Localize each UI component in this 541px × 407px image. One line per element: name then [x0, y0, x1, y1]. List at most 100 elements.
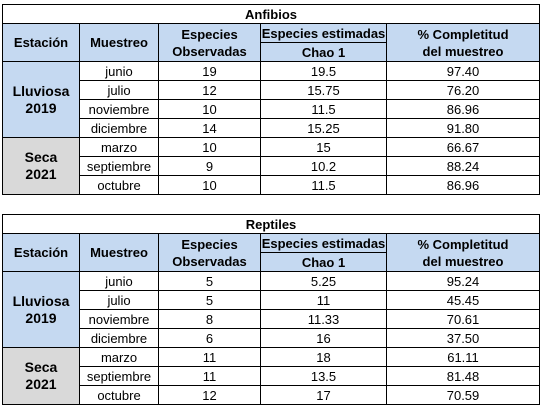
- cell-completitud: 76.20: [385, 80, 541, 100]
- header-muestreo: Muestreo: [79, 233, 159, 272]
- table-row: Lluviosa 2019 junio 5 5.25 95.24: [2, 271, 541, 348]
- cell-chao1: 11: [260, 290, 387, 310]
- reptiles-table: Reptiles Estación Muestreo Especies Obse…: [1, 214, 541, 405]
- table-title: Reptiles: [1, 214, 541, 234]
- cell-muestreo: julio: [79, 80, 159, 100]
- cell-completitud: 70.59: [385, 385, 541, 405]
- cell-muestreo: julio: [79, 290, 159, 310]
- header-completitud: % Completitud del muestreo: [385, 233, 541, 272]
- table-row: diciembre 14 15.25 91.80: [3, 118, 541, 138]
- cell-completitud: 70.61: [385, 309, 541, 329]
- table-row: octubre 10 11.5 86.96: [3, 175, 541, 195]
- cell-muestreo: octubre: [79, 385, 159, 405]
- group-label-line1: Seca: [24, 149, 58, 165]
- cell-muestreo: junio: [79, 271, 159, 291]
- cell-chao1: 15.25: [260, 118, 387, 138]
- header-muestreo: Muestreo: [79, 23, 159, 62]
- header-completitud-line1: % Completitud: [417, 26, 509, 42]
- table-row: Seca 2021 marzo 11 18 61.11: [2, 347, 541, 405]
- cell-completitud: 66.67: [385, 137, 541, 157]
- cell-observadas: 8: [158, 309, 261, 329]
- group-label-line1: Seca: [24, 359, 58, 375]
- cell-muestreo: noviembre: [79, 99, 159, 119]
- table-row: octubre 12 17 70.59: [3, 385, 541, 405]
- cell-observadas: 12: [158, 385, 261, 405]
- header-chao1: Chao 1: [260, 252, 387, 272]
- cell-chao1: 16: [260, 328, 387, 348]
- table-row: noviembre 8 11.33 70.61: [3, 309, 541, 329]
- header-especies-observadas-line2: Observadas: [172, 253, 247, 269]
- cell-completitud: 86.96: [385, 99, 541, 119]
- cell-completitud: 86.96: [385, 175, 541, 195]
- cell-observadas: 6: [158, 328, 261, 348]
- cell-muestreo: noviembre: [79, 309, 159, 329]
- header-estacion: Estación: [2, 233, 80, 272]
- header-estacion: Estación: [2, 23, 80, 62]
- cell-chao1: 10.2: [260, 156, 387, 176]
- cell-completitud: 45.45: [385, 290, 541, 310]
- cell-chao1: 17: [260, 385, 387, 405]
- table-row: diciembre 6 16 37.50: [3, 328, 541, 348]
- group-seca: Seca 2021: [2, 137, 80, 195]
- group-lluviosa: Lluviosa 2019: [2, 61, 80, 138]
- cell-chao1: 5.25: [260, 271, 387, 291]
- header-especies-observadas: Especies Observadas: [158, 233, 261, 272]
- cell-muestreo: marzo: [79, 137, 159, 157]
- table-row: noviembre 10 11.5 86.96: [3, 99, 541, 119]
- table-row: septiembre 11 13.5 81.48: [3, 366, 541, 386]
- cell-chao1: 11.5: [260, 175, 387, 195]
- cell-completitud: 97.40: [385, 61, 541, 81]
- cell-muestreo: octubre: [79, 175, 159, 195]
- anfibios-table: Anfibios Estación Muestreo Especies Obse…: [1, 4, 541, 195]
- cell-chao1: 15: [260, 137, 387, 157]
- header-chao1: Chao 1: [260, 42, 387, 62]
- cell-completitud: 88.24: [385, 156, 541, 176]
- cell-muestreo: septiembre: [79, 156, 159, 176]
- table-row: septiembre 9 10.2 88.24: [3, 156, 541, 176]
- cell-completitud: 95.24: [385, 271, 541, 291]
- cell-completitud: 91.80: [385, 118, 541, 138]
- cell-completitud: 37.50: [385, 328, 541, 348]
- cell-observadas: 5: [158, 290, 261, 310]
- group-label-line2: 2021: [25, 166, 57, 182]
- header-completitud-line1: % Completitud: [417, 236, 509, 252]
- header-especies-observadas-line1: Especies: [181, 26, 238, 42]
- cell-muestreo: junio: [79, 61, 159, 81]
- header-especies-observadas-line2: Observadas: [172, 43, 247, 59]
- cell-observadas: 12: [158, 80, 261, 100]
- cell-chao1: 11.33: [260, 309, 387, 329]
- header-especies-estimadas: Especies estimadas: [260, 233, 387, 253]
- cell-completitud: 61.11: [385, 347, 541, 367]
- cell-observadas: 10: [158, 175, 261, 195]
- cell-muestreo: septiembre: [79, 366, 159, 386]
- cell-observadas: 19: [158, 61, 261, 81]
- cell-muestreo: diciembre: [79, 328, 159, 348]
- table-title: Anfibios: [1, 4, 541, 24]
- group-label-line2: 2019: [25, 309, 57, 326]
- header-especies-observadas-line1: Especies: [181, 236, 238, 252]
- header-completitud: % Completitud del muestreo: [385, 23, 541, 62]
- table-row: Seca 2021 marzo 10 15 66.67: [2, 137, 541, 195]
- cell-observadas: 10: [158, 137, 261, 157]
- table-row: julio 12 15.75 76.20: [3, 80, 541, 100]
- cell-observadas: 14: [158, 118, 261, 138]
- group-label-line2: 2021: [25, 376, 57, 392]
- table-row: julio 5 11 45.45: [3, 290, 541, 310]
- cell-observadas: 11: [158, 347, 261, 367]
- header-completitud-line2: del muestreo: [422, 253, 504, 269]
- cell-chao1: 13.5: [260, 366, 387, 386]
- cell-chao1: 18: [260, 347, 387, 367]
- group-seca: Seca 2021: [2, 347, 80, 405]
- cell-muestreo: marzo: [79, 347, 159, 367]
- cell-observadas: 9: [158, 156, 261, 176]
- cell-observadas: 5: [158, 271, 261, 291]
- header-completitud-line2: del muestreo: [422, 43, 504, 59]
- cell-chao1: 15.75: [260, 80, 387, 100]
- group-label-line2: 2019: [25, 99, 57, 116]
- cell-chao1: 11.5: [260, 99, 387, 119]
- table-row: Lluviosa 2019 junio 19 19.5 97.40: [2, 61, 541, 138]
- cell-chao1: 19.5: [260, 61, 387, 81]
- group-label-line1: Lluviosa: [12, 82, 70, 99]
- cell-muestreo: diciembre: [79, 118, 159, 138]
- group-label-line1: Lluviosa: [12, 292, 70, 309]
